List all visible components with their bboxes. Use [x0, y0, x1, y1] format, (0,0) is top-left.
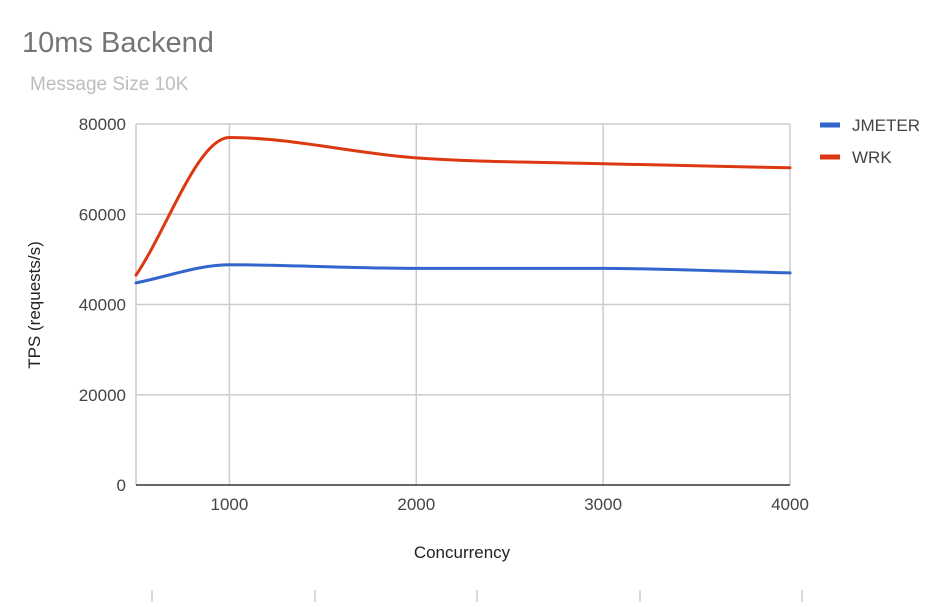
series-line-wrk [134, 136, 792, 277]
x-tick-label-1: 2000 [397, 495, 435, 514]
x-axis-ticks: 1000 2000 3000 4000 [211, 495, 809, 514]
y-tick-label-3: 60000 [79, 205, 126, 224]
chart-subtitle: Message Size 10K [30, 74, 189, 95]
x-tick-label-2: 3000 [584, 495, 622, 514]
scroll-tick-marks [151, 590, 803, 602]
y-tick-label-4: 80000 [79, 115, 126, 134]
chart-title: 10ms Backend [22, 27, 214, 59]
legend-label-jmeter: JMETER [852, 116, 920, 135]
y-tick-label-0: 0 [117, 476, 126, 495]
legend-label-wrk: WRK [852, 148, 892, 167]
y-tick-label-2: 40000 [79, 296, 126, 315]
x-tick-label-0: 1000 [211, 495, 249, 514]
gridlines [135, 123, 791, 485]
series-lines [134, 136, 792, 285]
legend: JMETER WRK [820, 116, 920, 167]
series-line-jmeter [134, 263, 792, 285]
x-tick-label-3: 4000 [771, 495, 809, 514]
y-axis-ticks: 0 20000 40000 60000 80000 [79, 115, 126, 495]
y-tick-label-1: 20000 [79, 386, 126, 405]
y-axis-label: TPS (requests/s) [25, 241, 44, 369]
x-axis-label: Concurrency [414, 543, 511, 562]
